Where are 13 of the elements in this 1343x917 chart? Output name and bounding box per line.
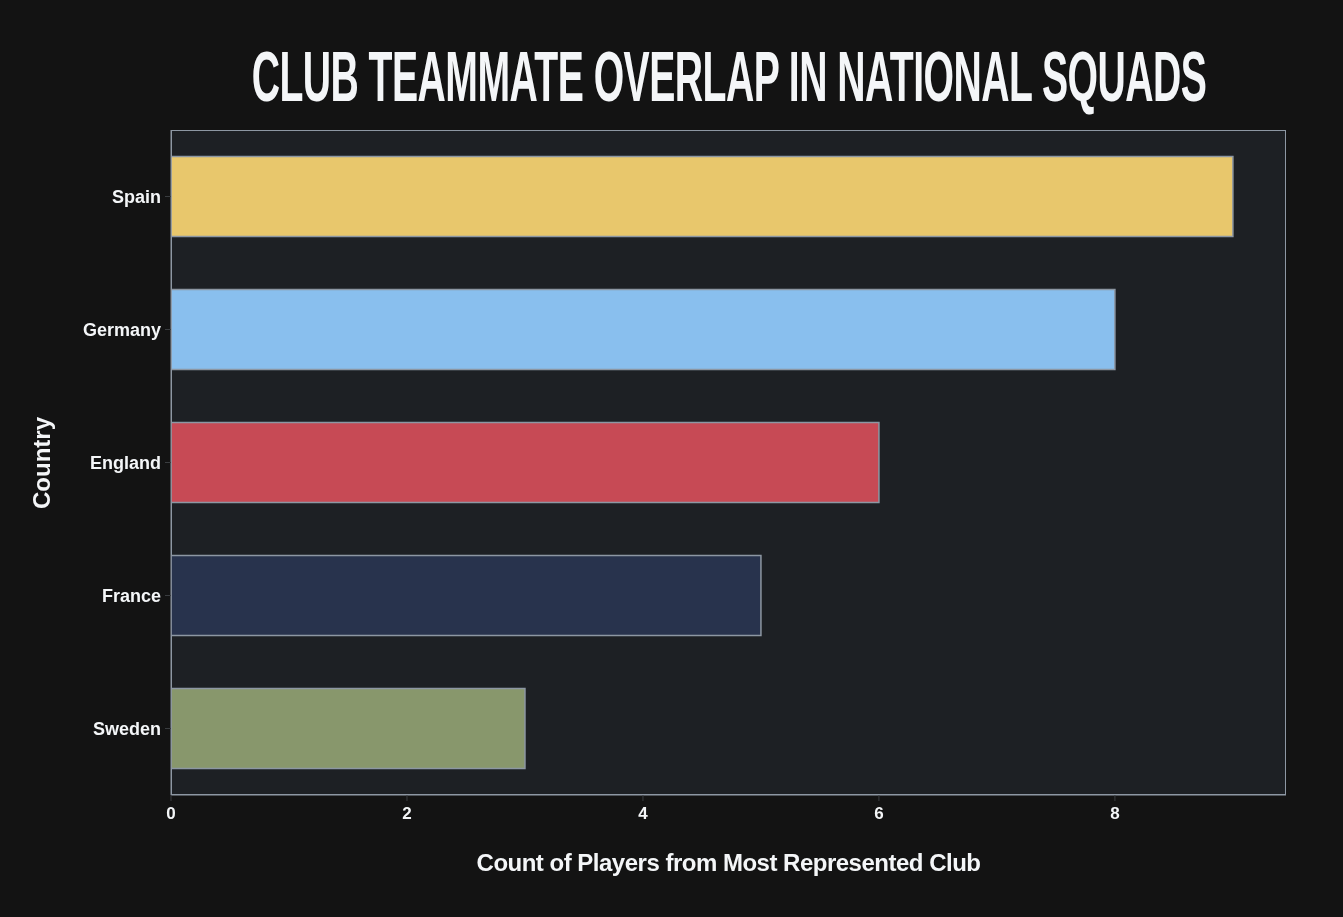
x-tick-label: 4: [638, 804, 649, 824]
x-tick-label: 2: [402, 804, 412, 824]
y-tick-label: Spain: [111, 186, 161, 207]
y-tick-label: Sweden: [92, 718, 161, 739]
x-axis-title: Count of Players from Most Represented Club: [476, 849, 981, 876]
x-tick-label: 8: [1110, 804, 1120, 824]
y-tick-label: France: [101, 585, 161, 606]
chart-title: CLUB TEAMMATE OVERLAP IN NATIONAL SQUADS: [251, 38, 1206, 116]
x-tick-label: 0: [166, 804, 176, 824]
y-tick-label: Germany: [82, 319, 161, 340]
y-axis-title: Country: [28, 416, 55, 509]
x-tick-label: 6: [874, 804, 884, 824]
y-tick-label: England: [90, 452, 161, 473]
